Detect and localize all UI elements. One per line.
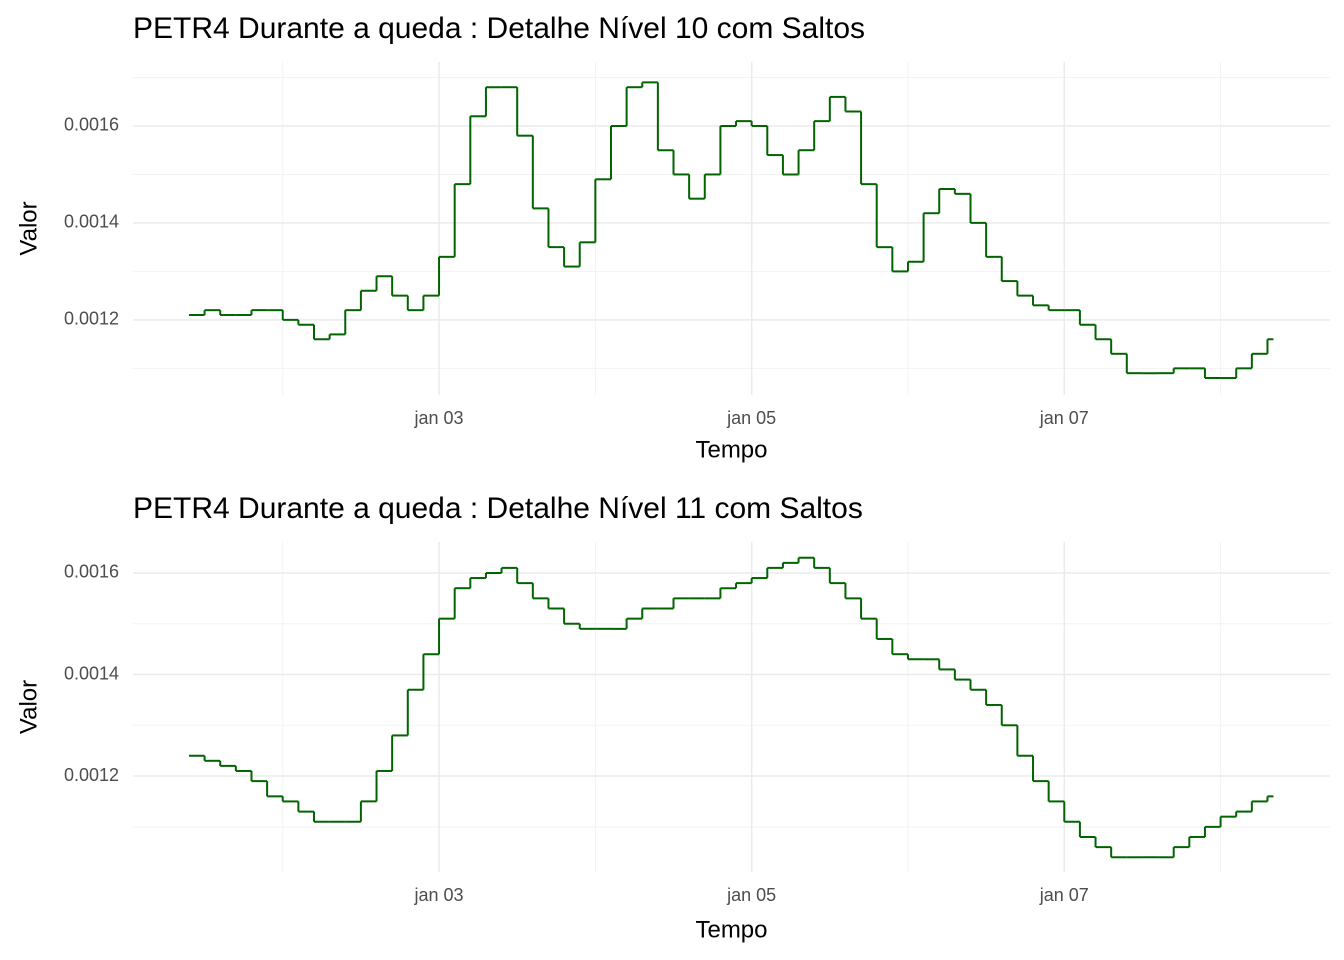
y-tick-label: 0.0012 xyxy=(64,765,119,785)
x-axis-title: Tempo xyxy=(695,436,767,463)
x-tick-label: jan 03 xyxy=(414,885,464,905)
x-axis-title: Tempo xyxy=(695,916,767,943)
x-tick-label: jan 05 xyxy=(726,885,776,905)
y-tick-label: 0.0014 xyxy=(64,212,119,232)
x-tick-label: jan 03 xyxy=(414,408,464,428)
chart-title: PETR4 Durante a queda : Detalhe Nível 11… xyxy=(133,492,863,525)
chart-title: PETR4 Durante a queda : Detalhe Nível 10… xyxy=(133,12,865,45)
y-axis-title: Valor xyxy=(15,680,42,734)
y-tick-label: 0.0016 xyxy=(64,115,119,135)
x-tick-label: jan 05 xyxy=(726,408,776,428)
x-tick-label: jan 07 xyxy=(1039,408,1089,428)
y-tick-label: 0.0014 xyxy=(64,663,119,683)
y-tick-label: 0.0012 xyxy=(64,309,119,329)
y-tick-label: 0.0016 xyxy=(64,562,119,582)
x-tick-label: jan 07 xyxy=(1039,885,1089,905)
y-axis-title: Valor xyxy=(15,201,42,255)
